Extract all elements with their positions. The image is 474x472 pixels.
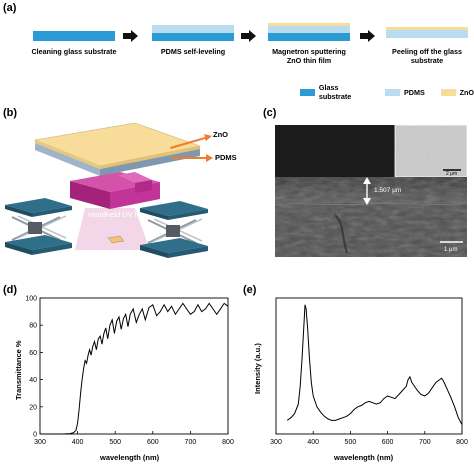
legend-swatch-pdms [385, 88, 400, 96]
transmittance-series [40, 302, 229, 435]
inset-scale-label: 2 μm [446, 171, 457, 177]
x-tick-label: 600 [147, 439, 159, 446]
pdms-label: PDMS [215, 153, 237, 162]
panel-label-b: (b) [3, 107, 18, 119]
sem-surface-dark [275, 125, 395, 177]
legend: Glass substrate PDMS ZnO [300, 83, 474, 101]
x-axis-label: wavelength (nm) [99, 453, 160, 462]
step-label: Peeling off the glass substrate [392, 47, 462, 65]
uv-light-front [70, 181, 110, 209]
zno-arrow-icon [170, 134, 212, 149]
x-tick-label: 300 [34, 439, 46, 446]
x-tick-label: 500 [345, 439, 357, 446]
uv-light-handle [118, 172, 152, 183]
pdms-arrow-icon [172, 154, 213, 162]
zno-layer [268, 23, 350, 26]
pdms-layer [268, 26, 350, 33]
zno-label: ZnO [213, 130, 228, 139]
x-tick-label: 800 [456, 439, 468, 446]
y-tick-label: 100 [25, 296, 37, 303]
chart-frame [275, 297, 463, 435]
intensity-series [286, 304, 463, 425]
chart-frame [39, 297, 229, 435]
film-side-zno [100, 146, 200, 169]
glass-substrate-layer [268, 33, 350, 41]
sem-image: 2 μm 1.507 μm 1 μm [275, 125, 467, 257]
y-axis-label: Intensity (a.u.) [253, 343, 262, 394]
x-tick-label: 800 [222, 439, 234, 446]
main-scale-label: 1 μm [444, 247, 457, 253]
zno-layer [386, 27, 468, 30]
x-tick-label: 700 [419, 439, 431, 446]
legend-swatch-glass [300, 88, 315, 96]
thickness-label: 1.507 μm [374, 187, 401, 194]
panel-label-c: (c) [263, 107, 277, 119]
glass-substrate-layer [33, 31, 115, 41]
panel-label-d: (d) [3, 284, 18, 296]
left-lab-jack [5, 198, 72, 255]
x-tick-label: 400 [307, 439, 319, 446]
step-label: Cleaning glass substrate [31, 47, 117, 56]
y-tick-label: 0 [33, 432, 37, 439]
panel-label-a: (a) [3, 2, 17, 14]
pdms-layer [386, 30, 468, 38]
uv-light-label: Handheld UV light [88, 210, 149, 219]
y-tick-label: 20 [29, 404, 37, 411]
legend-label: PDMS [403, 87, 425, 97]
process-arrow-icon [241, 30, 256, 42]
right-lab-jack [140, 201, 208, 258]
uv-light-handle-side [135, 180, 152, 193]
y-tick-label: 60 [29, 350, 37, 357]
x-tick-label: 500 [109, 439, 121, 446]
uv-beam [75, 208, 150, 250]
x-tick-label: 600 [382, 439, 394, 446]
film-side-pdms [100, 149, 200, 176]
x-tick-label: 700 [185, 439, 197, 446]
legend-label: Glass substrate [318, 83, 352, 101]
y-tick-label: 40 [29, 377, 37, 384]
step-label: PDMS self-leveling [160, 47, 226, 56]
film-front-zno [35, 140, 100, 169]
process-arrow-icon [123, 30, 138, 42]
legend-swatch-zno [440, 88, 456, 96]
x-axis-label: wavelength (nm) [333, 453, 394, 462]
step-label: Magnetron sputtering ZnO thin film [272, 47, 346, 65]
device-schematic: ZnO PDMS Handheld UV light [5, 122, 237, 258]
y-tick-label: 80 [29, 323, 37, 330]
process-arrow-icon [360, 30, 375, 42]
panel-label-e: (e) [243, 284, 257, 296]
y-axis-label: Transmittance % [14, 340, 23, 400]
transmittance-chart: 300 400 500 600 700 800 0 20 40 60 80 100 Transmitt… [14, 296, 234, 463]
legend-label: ZnO [459, 87, 474, 97]
film-front-pdms [35, 143, 100, 176]
x-tick-label: 300 [270, 439, 282, 446]
glass-substrate-layer [152, 33, 234, 41]
pl-intensity-chart: 300 400 500 600 700 800 Intensity (a.u.) wave… [253, 297, 468, 462]
pdms-layer [152, 25, 234, 33]
x-tick-label: 400 [72, 439, 84, 446]
sample-piece [107, 235, 125, 244]
